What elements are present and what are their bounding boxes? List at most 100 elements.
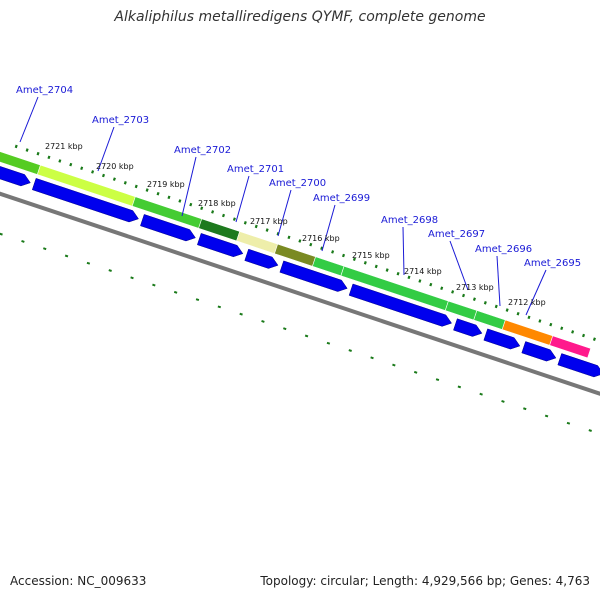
tick-dot — [538, 319, 542, 323]
tick-dot — [91, 170, 95, 174]
gene-leader-line — [19, 96, 39, 143]
topology-text: Topology: circular; Length: 4,929,566 bp… — [260, 574, 590, 588]
tick-dot — [167, 195, 171, 200]
kbp-label: 2714 kbp — [404, 267, 442, 276]
tick-dot — [80, 166, 84, 171]
accession-text: Accession: NC_009633 — [10, 574, 147, 588]
tick-dot — [130, 276, 134, 280]
tick-dot — [479, 392, 483, 396]
tick-dot — [457, 385, 462, 389]
tick-dot — [571, 330, 575, 334]
gene-label: Amet_2702 — [174, 145, 231, 156]
tick-dot — [472, 297, 476, 301]
tick-dot — [505, 308, 509, 312]
tick-dot — [239, 312, 243, 316]
tick-dot — [396, 271, 400, 276]
feature-segment — [473, 310, 506, 330]
gene-leader-line — [496, 255, 501, 307]
tick-dot — [232, 217, 236, 221]
tick-dot — [43, 247, 47, 251]
tick-dot — [582, 333, 586, 338]
tick-dot — [566, 421, 571, 425]
tick-dot — [217, 305, 222, 309]
gene-label: Amet_2704 — [16, 85, 73, 96]
tick-dot — [221, 213, 226, 218]
kbp-label: 2719 kbp — [147, 180, 185, 189]
tick-dot — [549, 322, 553, 327]
tick-dot — [374, 264, 378, 269]
tick-dot — [501, 400, 505, 403]
tick-dot — [516, 311, 520, 316]
tick-dot — [418, 279, 422, 283]
gene-label: Amet_2696 — [475, 244, 532, 255]
tick-dot — [47, 155, 51, 160]
tick-dot — [112, 177, 116, 181]
tick-dot — [392, 363, 396, 367]
tick-dot — [173, 290, 178, 294]
cds-arrow — [0, 166, 31, 187]
gene-leader-line — [449, 240, 469, 291]
cds-track — [0, 166, 600, 378]
kbp-label: 2721 kbp — [45, 142, 83, 151]
feature-segment — [444, 300, 478, 321]
cds-arrow — [244, 248, 279, 269]
tick-dot — [69, 162, 73, 167]
tick-dot — [21, 240, 25, 243]
tick-dot — [544, 414, 549, 418]
tick-dot — [123, 181, 127, 185]
tick-dot — [342, 253, 346, 258]
tick-dot — [101, 173, 106, 178]
tick-dot — [462, 293, 466, 298]
gene-leader-line — [321, 204, 336, 252]
tick-dot — [156, 191, 160, 196]
tick-dot — [108, 269, 112, 272]
tick-dot — [64, 254, 69, 258]
tick-dot — [152, 283, 156, 287]
tick-dot — [363, 261, 367, 265]
gene-label: Amet_2703 — [92, 115, 149, 126]
kbp-label: 2715 kbp — [352, 251, 390, 260]
backbone-line — [0, 191, 600, 396]
tick-dot — [527, 315, 531, 320]
tick-dot — [298, 239, 302, 243]
tick-dot — [254, 224, 258, 229]
tick-dot — [370, 356, 374, 360]
gene-leader-line — [525, 269, 547, 316]
tick-dot — [283, 327, 287, 331]
tick-dot — [211, 210, 215, 214]
cds-arrow — [140, 214, 196, 242]
tick-dot — [200, 206, 204, 211]
tick-dot — [429, 282, 433, 287]
tick-dot — [243, 221, 247, 225]
kbp-label: 2720 kbp — [96, 162, 134, 171]
cds-arrow — [521, 341, 557, 362]
kbp-label: 2718 kbp — [198, 199, 236, 208]
tick-dot — [25, 148, 29, 152]
gene-label: Amet_2700 — [269, 178, 326, 189]
tick-dot — [413, 370, 418, 374]
tick-dot — [523, 407, 527, 411]
gene-label: Amet_2697 — [428, 229, 485, 240]
tick-dot — [385, 268, 389, 272]
tick-dot — [304, 334, 309, 338]
gene-labels: Amet_2704 Amet_2703 Amet_2702 Amet_2701 Amet… — [16, 85, 581, 316]
gene-leader-line — [402, 226, 405, 276]
feature-segment — [549, 335, 592, 359]
kbp-labels: 2721 kbp 2720 kbp 2719 kbp 2718 kbp 2717 kbp… — [45, 142, 546, 307]
feature-track — [0, 151, 592, 359]
outer-dotted-ring — [14, 144, 596, 341]
tick-dot — [348, 349, 352, 352]
tick-dot — [326, 341, 331, 345]
kbp-label: 2712 kbp — [508, 298, 546, 307]
backbone-line — [0, 191, 600, 396]
cds-arrow — [557, 353, 600, 378]
cds-arrow — [483, 328, 521, 350]
cds-arrow — [453, 318, 483, 337]
tick-dot — [592, 337, 596, 341]
tick-dot — [352, 257, 356, 261]
kbp-label: 2716 kbp — [302, 234, 340, 243]
tick-dot — [483, 301, 487, 305]
tick-dot — [309, 242, 313, 247]
tick-dot — [588, 429, 592, 432]
tick-dot — [134, 184, 138, 189]
